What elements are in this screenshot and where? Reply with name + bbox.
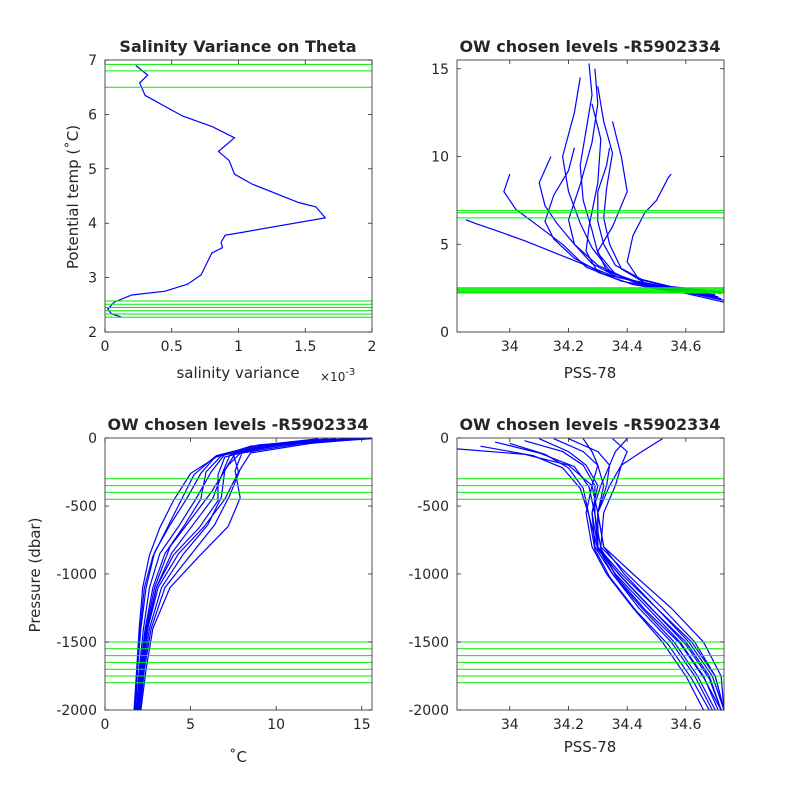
- x-axis-label: PSS-78: [564, 738, 617, 756]
- x-tick-label: 0.5: [161, 339, 183, 355]
- y-tick-label: 4: [88, 216, 97, 232]
- panel-title: OW chosen levels -R5902334: [107, 415, 368, 434]
- x-tick-label: 10: [267, 717, 285, 733]
- x-axis-label: salinity variance: [176, 364, 299, 382]
- plot-area: [457, 438, 724, 710]
- panel-ow-levels-pressure-temperature: OW chosen levels -R5902334 ˚C Pressure (…: [26, 415, 373, 766]
- plot-area: [105, 63, 372, 318]
- x-axis-exponent: ×10-3: [320, 367, 355, 384]
- y-tick-label: 2: [88, 325, 97, 341]
- x-tick-label: 5: [186, 717, 195, 733]
- series-line-4: [600, 438, 724, 710]
- x-axis-label: PSS-78: [564, 364, 617, 382]
- x-tick-label: 34.2: [553, 339, 584, 355]
- x-tick-label: 34: [501, 339, 519, 355]
- x-tick-label: 0: [101, 717, 110, 733]
- x-exponent-base: ×10: [320, 370, 345, 384]
- series-line-8: [568, 438, 724, 710]
- x-tick-label: 1.5: [294, 339, 316, 355]
- y-tick-label: 10: [431, 150, 449, 166]
- plot-area: [105, 438, 372, 710]
- y-tick-label: 0: [440, 431, 449, 447]
- x-tick-label: 0: [101, 339, 110, 355]
- y-axis-label: Potential temp (˚C): [64, 125, 82, 269]
- y-tick-label: -1500: [408, 635, 449, 651]
- x-tick-label: 2: [368, 339, 377, 355]
- y-tick-label: 7: [88, 53, 97, 69]
- panel-title: OW chosen levels -R5902334: [459, 37, 720, 56]
- series-line-11: [544, 147, 722, 293]
- y-tick-label: -1500: [56, 635, 97, 651]
- x-tick-label: 34.6: [670, 717, 701, 733]
- y-tick-label: -500: [65, 499, 97, 515]
- y-tick-label: -1000: [408, 567, 449, 583]
- panel-ow-levels-pressure-salinity: OW chosen levels -R5902334 PSS-78 34 34.2…: [408, 415, 725, 756]
- plot-area: [457, 63, 724, 303]
- x-tick-label: 1: [234, 339, 243, 355]
- panel-title: OW chosen levels -R5902334: [459, 415, 720, 434]
- y-tick-label: 0: [440, 325, 449, 341]
- y-axis-label: Pressure (dbar): [26, 518, 44, 633]
- x-tick-label: 34.4: [612, 717, 643, 733]
- series-line-9: [524, 440, 719, 710]
- x-tick-label: 34.2: [553, 717, 584, 733]
- series-line-10: [597, 147, 719, 298]
- y-tick-label: -1000: [56, 567, 97, 583]
- series-line-3: [494, 441, 722, 710]
- panel-ow-levels-theta-salinity: OW chosen levels -R5902334 PSS-78 34 34.2…: [431, 37, 725, 382]
- x-exponent-power: -3: [345, 367, 355, 378]
- x-tick-label: 34: [501, 717, 519, 733]
- y-tick-label: 0: [88, 431, 97, 447]
- y-tick-label: 6: [88, 107, 97, 123]
- y-tick-label: -500: [417, 499, 449, 515]
- y-tick-label: 3: [88, 271, 97, 287]
- x-axis-label: ˚C: [229, 748, 247, 766]
- series-line-10: [591, 438, 713, 710]
- panel-title: Salinity Variance on Theta: [119, 37, 356, 56]
- y-tick-label: 5: [440, 237, 449, 253]
- series-line-5: [582, 438, 705, 710]
- axes-box: [456, 59, 725, 333]
- x-tick-label: 15: [353, 717, 371, 733]
- y-tick-label: 15: [431, 62, 449, 78]
- series-line-7: [503, 173, 719, 298]
- x-tick-label: 34.6: [670, 339, 701, 355]
- y-tick-label: -2000: [408, 703, 449, 719]
- series-line-0: [106, 64, 327, 318]
- y-tick-label: -2000: [56, 703, 97, 719]
- x-tick-label: 34.4: [612, 339, 643, 355]
- panel-salinity-variance: Salinity Variance on Theta salinity vari…: [64, 37, 376, 384]
- y-tick-label: 5: [88, 162, 97, 178]
